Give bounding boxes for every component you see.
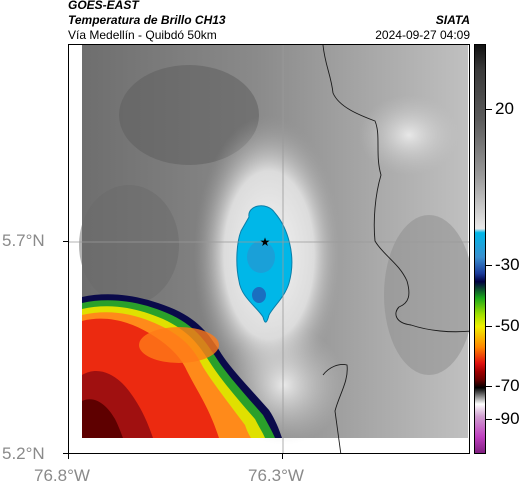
colorbar-label-minus90: -90: [495, 409, 520, 428]
x-tick: [282, 454, 283, 459]
product-title: Temperatura de Brillo CH13: [68, 13, 226, 27]
timestamp: 2024-09-27 04:09: [375, 28, 470, 42]
longitude-label-right: 76.3°W: [248, 466, 304, 485]
y-tick: [63, 241, 68, 242]
colorbar-label-minus30: -30: [495, 255, 520, 274]
colorbar-tick: [486, 109, 492, 110]
colorbar-tick: [486, 326, 492, 327]
latitude-label-lower: 5.2°N: [2, 444, 45, 463]
brightness-temperature-field: ★: [69, 45, 469, 453]
latitude-label-upper: 5.7°N: [2, 231, 45, 250]
colorbar-label-20: 20: [495, 99, 514, 118]
longitude-label-left: 76.8°W: [34, 466, 90, 485]
colorbar-label-minus70: -70: [495, 376, 520, 395]
colorbar-tick: [486, 419, 492, 420]
colorbar-tick: [486, 265, 492, 266]
colorbar-label-minus50: -50: [495, 316, 520, 335]
route-subtitle: Vía Medellín - Quibdó 50km: [68, 28, 217, 42]
colorbar-tick: [486, 386, 492, 387]
star-icon: ★: [260, 235, 271, 249]
x-tick: [68, 454, 69, 459]
temperature-colorbar: [474, 44, 486, 454]
y-tick: [63, 453, 68, 454]
satellite-map: ★: [68, 44, 470, 454]
organization-label: SIATA: [435, 13, 470, 27]
satellite-name: GOES-EAST: [68, 0, 139, 12]
